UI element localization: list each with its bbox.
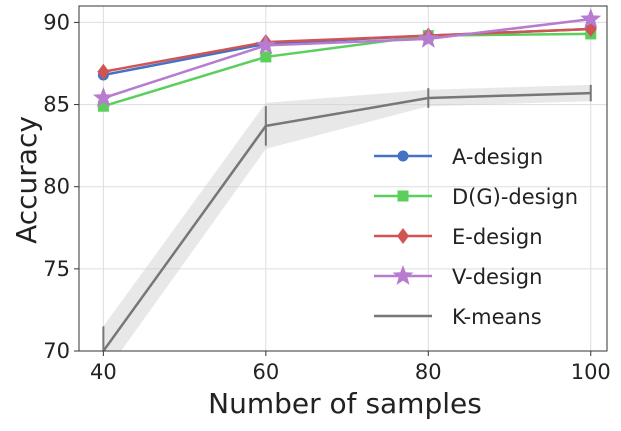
legend-marker-a-design: [397, 150, 409, 162]
x-axis-label: Number of samples: [208, 387, 482, 420]
y-tick-label: 75: [43, 257, 70, 281]
x-tick-label: 80: [415, 360, 442, 384]
d-g-design-point: [97, 100, 109, 112]
y-tick-label: 80: [43, 175, 70, 199]
e-design-line: [103, 27, 591, 73]
legend-label-k-means: K-means: [452, 305, 542, 329]
d-g-design-line: [103, 32, 591, 108]
v-design-point: [92, 87, 114, 107]
legend-marker-v-design: [392, 265, 414, 285]
y-tick-label: 70: [43, 339, 70, 363]
v-design-point: [255, 34, 277, 55]
legend-marker-e-design: [397, 228, 409, 244]
legend-label-e-design: E-design: [452, 225, 543, 249]
x-tick-label: 100: [571, 360, 611, 384]
gridlines: [79, 6, 607, 352]
y-tick-label: 90: [43, 10, 70, 34]
plot-frame: [78, 5, 608, 352]
d-g-design-point: [260, 51, 272, 63]
y-axis-label: Accuracy: [10, 116, 43, 244]
v-design-point: [580, 8, 602, 28]
legend-label-a-design: A-design: [452, 145, 543, 169]
legend-label-d-g-design: D(G)-design: [452, 185, 578, 209]
series-layer: [92, 8, 602, 351]
y-tick-label: 85: [43, 93, 70, 117]
e-design-point: [97, 63, 110, 80]
k-means-line: [102, 91, 591, 351]
legend: A-design D(G)-design E-design V-design K-mea…: [374, 145, 578, 329]
x-tick-label: 60: [252, 360, 279, 384]
legend-marker-d-g-design: [397, 190, 409, 202]
v-design-line: [102, 17, 591, 100]
axis-ticks: 40 60 80 100 70 75 80 85 90: [43, 10, 611, 384]
legend-label-v-design: V-design: [452, 265, 542, 289]
x-tick-label: 40: [90, 360, 117, 384]
v-design-point: [417, 27, 439, 48]
